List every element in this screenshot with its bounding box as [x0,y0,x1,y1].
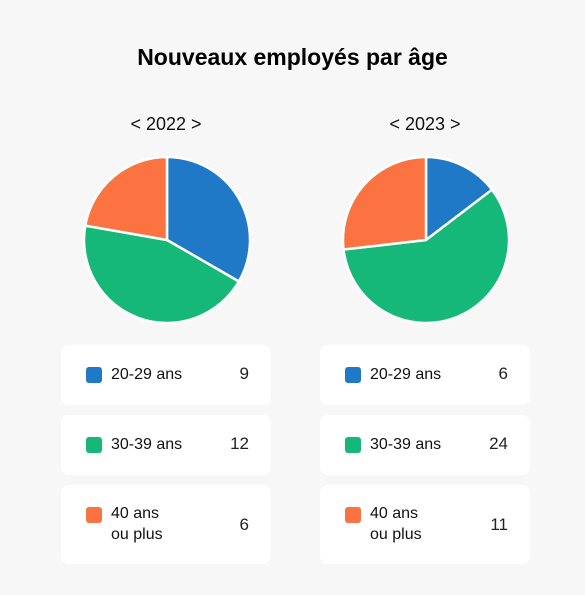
legend-value: 24 [489,434,508,453]
legend-value: 6 [498,364,508,383]
legend-value: 9 [239,364,249,383]
legend-card-30-39: 30-39 ans 24 [320,415,530,475]
legend-card-40-plus: 40 ans ou plus 11 [320,485,530,564]
legend-label: 30-39 ans [370,436,442,453]
legend-value: 12 [230,434,249,453]
slice-30-39 [342,188,510,324]
pie-chart-2023 [342,156,510,324]
legend-card-40-plus: 40 ans ou plus 6 [61,485,271,564]
year-selector-2023[interactable]: < 2023 > [389,114,461,134]
legend-swatch [86,437,102,453]
legend-swatch [86,507,102,523]
legend-label: 30-39 ans [111,436,183,453]
slice-20-29 [424,156,494,242]
legend-swatch [86,367,102,383]
legend-label: 20-29 ans [111,366,183,383]
legend-label: 40 ans ou plus [111,505,163,543]
legend-label: 40 ans ou plus [370,505,422,543]
legend-value: 6 [239,515,249,534]
pie-chart-2022 [83,156,251,324]
legend-swatch [345,507,361,523]
year-selector-2022[interactable]: < 2022 > [130,114,202,134]
legend-value: 11 [490,515,508,534]
slice-40-plus [84,156,169,242]
legend-card-20-29: 20-29 ans 9 [61,345,271,405]
legend-swatch [345,367,361,383]
slice-30-39 [83,224,241,324]
chart-title: Nouveaux employés par âge [137,44,448,70]
slice-20-29 [165,156,251,283]
legend-card-30-39: 30-39 ans 12 [61,415,271,475]
legend-swatch [345,437,361,453]
slice-40-plus [342,156,428,251]
legend-card-20-29: 20-29 ans 6 [320,345,530,405]
legend-label: 20-29 ans [370,366,442,383]
